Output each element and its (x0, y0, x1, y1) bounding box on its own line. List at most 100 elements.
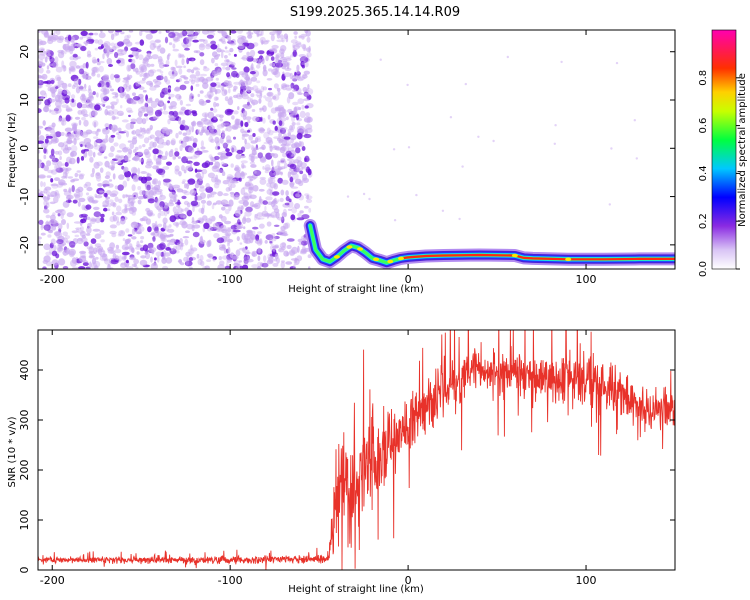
noise-blob (109, 193, 117, 198)
noise-blob (214, 63, 219, 67)
noise-blob (140, 255, 147, 259)
noise-blob (38, 219, 44, 225)
noise-blob (163, 178, 171, 183)
noise-blob (266, 78, 273, 81)
noise-blob (247, 96, 252, 103)
noise-blob (183, 65, 187, 69)
noise-blob (285, 190, 289, 197)
noise-blob (151, 180, 156, 185)
noise-blob (62, 89, 70, 95)
noise-blob (177, 244, 185, 247)
noise-blob (182, 236, 190, 239)
noise-blob (96, 128, 101, 133)
noise-blob (87, 38, 95, 42)
noise-blob (60, 132, 65, 136)
noise-blob (146, 158, 152, 164)
noise-blob (54, 106, 62, 114)
noise-blob (207, 239, 212, 247)
snr-series-line (38, 330, 675, 570)
noise-blob (38, 80, 44, 86)
noise-blob (271, 68, 279, 76)
noise-blob (110, 73, 115, 81)
noise-blob (112, 173, 116, 180)
noise-blob (253, 30, 260, 35)
noise-blob (53, 196, 59, 204)
noise-blob (109, 242, 115, 250)
noise-blob (203, 222, 210, 229)
noise-blob (189, 189, 197, 196)
noise-blob (143, 151, 148, 155)
noise-blob (234, 167, 239, 171)
noise-blob (74, 234, 80, 238)
noise-blob (105, 171, 111, 177)
noise-blob (140, 236, 145, 240)
noise-blob (125, 194, 133, 198)
noise-blob (280, 166, 286, 170)
noise-blob (182, 44, 189, 49)
noise-blob (264, 164, 271, 171)
noise-blob (222, 120, 230, 126)
noise-blob (91, 200, 98, 204)
noise-blob (160, 102, 164, 107)
noise-blob (128, 114, 131, 118)
noise-blob (262, 64, 267, 72)
noise-blob (131, 236, 137, 240)
noise-blob (119, 91, 125, 99)
noise-blob (169, 239, 177, 243)
noise-blob (177, 156, 181, 159)
noise-blob (238, 43, 245, 50)
noise-blob (198, 43, 206, 51)
noise-blob (84, 83, 87, 90)
noise-blob (72, 53, 78, 58)
noise-blob (206, 253, 214, 258)
noise-blob (173, 197, 177, 203)
noise-blob (209, 89, 213, 94)
noise-blob (93, 136, 99, 139)
noise-blob (281, 146, 287, 152)
noise-blob (220, 51, 224, 59)
noise-blob (54, 177, 60, 182)
noise-blob (199, 90, 204, 94)
noise-blob (192, 231, 200, 238)
noise-blob (110, 190, 119, 196)
noise-blob (149, 43, 156, 51)
noise-blob (57, 161, 63, 168)
noise-blob (148, 212, 152, 217)
noise-blob (130, 118, 137, 123)
noise-blob (171, 71, 175, 75)
noise-blob (53, 108, 60, 112)
noise-blob (204, 265, 210, 269)
noise-blob (141, 77, 146, 81)
noise-blob (300, 248, 307, 254)
noise-blob (259, 92, 263, 96)
noise-blob (178, 171, 182, 177)
noise-blob (224, 220, 232, 225)
noise-blob (38, 53, 46, 60)
noise-blob (279, 197, 284, 203)
noise-blob (116, 205, 122, 212)
noise-blob (120, 230, 124, 234)
noise-blob (68, 250, 75, 258)
noise-blob (179, 238, 183, 244)
noise-blob (225, 128, 228, 132)
noise-blob (242, 104, 249, 109)
noise-blob (62, 231, 68, 237)
noise-blob (93, 144, 102, 150)
noise-blob (161, 172, 165, 178)
noise-blob (99, 191, 104, 195)
noise-blob (79, 214, 84, 219)
noise-blob (98, 190, 105, 193)
noise-blob (300, 61, 305, 67)
noise-blob (180, 106, 186, 111)
noise-blob (228, 53, 231, 56)
noise-blob (126, 130, 129, 138)
noise-blob (288, 92, 295, 100)
noise-blob (130, 221, 139, 228)
noise-blob (139, 259, 148, 266)
noise-blob (167, 118, 171, 125)
noise-blob (240, 35, 247, 41)
noise-blob (191, 69, 195, 74)
noise-blob (272, 262, 279, 267)
noise-blob (193, 161, 200, 166)
noise-blob (154, 109, 162, 117)
